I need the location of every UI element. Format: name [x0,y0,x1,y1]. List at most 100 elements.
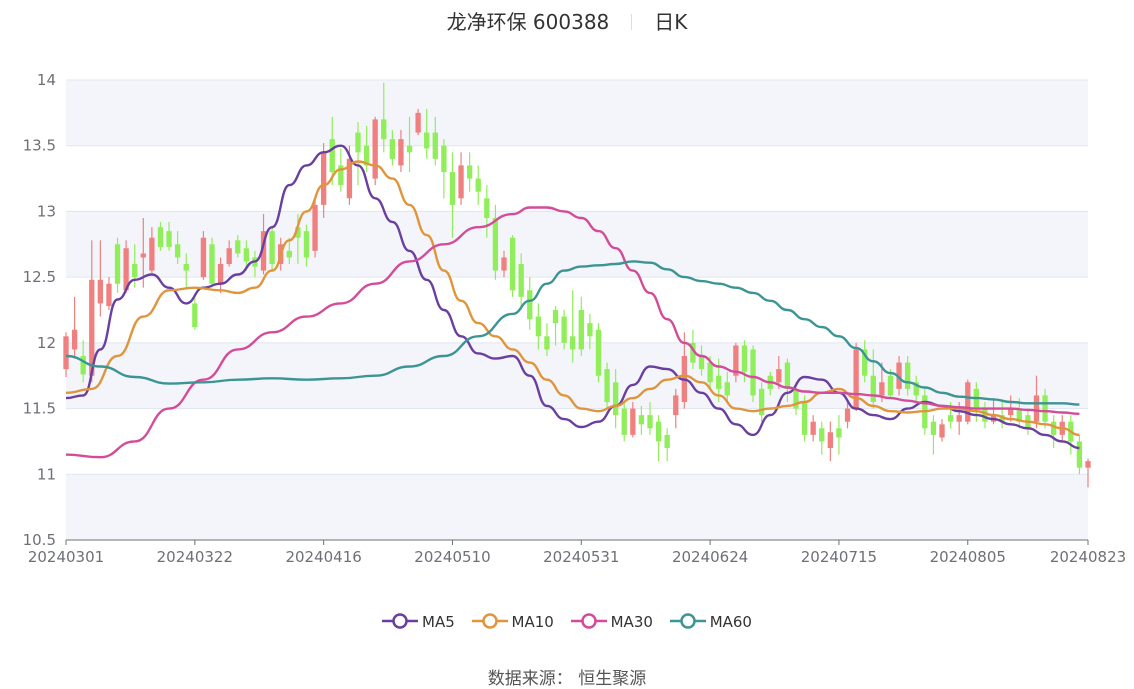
legend-label-ma30: MA30 [610,613,653,631]
moving-average-lines [65,144,1080,459]
candle-body [389,139,396,159]
legend-item-ma30[interactable]: MA30 [570,612,653,631]
candle-body [140,253,146,258]
candlestick-chart: 10.5 11 11.5 12 12.5 13 13.5 14 20240301 2024032… [23,71,1127,566]
y-tick-label: 10.5 [23,531,56,549]
candle-body [398,139,404,166]
candle-body [544,336,550,350]
candle-body [535,316,542,337]
candle-body [183,264,189,271]
y-axis-ticks: 10.5 11 11.5 12 12.5 13 13.5 14 [23,71,56,549]
candle-body [209,244,215,284]
grid-band [66,342,1088,409]
candle-body [733,345,739,376]
chart-title-period: 日K [654,10,688,34]
candle-body [690,342,696,363]
source-name: 恒生聚源 [578,669,647,689]
candle-body [97,279,104,304]
candle-body [157,227,164,247]
candle-body [647,415,653,429]
candle-body [930,421,937,435]
candle-body [1085,461,1091,468]
candle-body [1008,408,1014,416]
candle-body [673,395,679,416]
candle-body [475,178,481,192]
candle-body [71,329,78,350]
candle-body [372,119,378,179]
candle-body [1016,408,1022,422]
candle-body [612,382,619,416]
candle-body [243,248,250,262]
candle-body [527,290,533,320]
legend-item-ma10[interactable]: MA10 [471,612,554,631]
candle-body [810,421,816,435]
candle-body [501,257,507,271]
candle-body [132,264,138,278]
candle-body [509,237,516,291]
candle-body [269,231,275,264]
candle-body [492,218,499,271]
candle-body [879,382,885,396]
legend-item-ma5[interactable]: MA5 [382,612,455,631]
candle-body [346,158,353,199]
candle-body [338,165,344,186]
x-tick-label: 20240624 [672,548,748,566]
candle-body [1042,395,1048,422]
candle-body [1076,441,1083,468]
candle-body [587,323,593,337]
candle-body [312,204,318,251]
candle-body [819,428,825,442]
y-tick-label: 12.5 [23,268,56,286]
candle-body [552,310,559,324]
ma5-legend-icon [382,613,418,629]
candle-body [235,240,241,254]
candle-body [192,303,198,328]
candle-body [707,362,713,383]
candle-body [939,424,945,438]
grid-band [66,474,1088,540]
candle-body [123,248,129,291]
candle-body [166,231,172,247]
series-line-ma60 [65,260,1080,406]
candle-body [1050,421,1057,435]
candle-body [260,231,267,271]
candle-body [484,198,490,218]
candle-body [320,152,327,205]
data-source: 数据来源： 恒生聚源 [0,664,1134,689]
candle-body [80,356,86,375]
candle-body [827,432,834,448]
source-label: 数据来源： [487,669,573,689]
candle-body [1033,395,1040,422]
candle-body [716,375,722,389]
candle-body [406,145,413,153]
candle-body [449,172,456,205]
candle-body [149,237,155,271]
x-tick-label: 20240823 [1050,548,1126,566]
candle-body [630,408,636,435]
candle-body [415,112,421,133]
candle-body [750,349,756,396]
gridlines [66,79,1088,541]
candle-body [896,362,902,389]
x-axis: 20240301 20240322 20240416 20240510 20240531… [28,539,1126,566]
candle-body [904,362,911,389]
candle-body [836,428,842,438]
candle-body [295,227,301,238]
candle-body [913,382,919,396]
candle-body [518,264,524,297]
candle-body [63,336,69,370]
candle-body [466,165,473,179]
candle-body [424,132,430,149]
candle-body [801,402,808,435]
candle-body [664,434,670,448]
candle-body [363,145,370,166]
y-tick-label: 14 [37,71,56,89]
y-tick-label: 13 [37,202,56,220]
candle-body [947,415,954,422]
x-tick-label: 20240531 [543,548,619,566]
candle-body [432,132,438,159]
x-tick-label: 20240416 [285,548,361,566]
legend-item-ma60[interactable]: MA60 [669,612,752,631]
candle-body [965,382,971,422]
series-line-ma5 [65,144,1080,450]
